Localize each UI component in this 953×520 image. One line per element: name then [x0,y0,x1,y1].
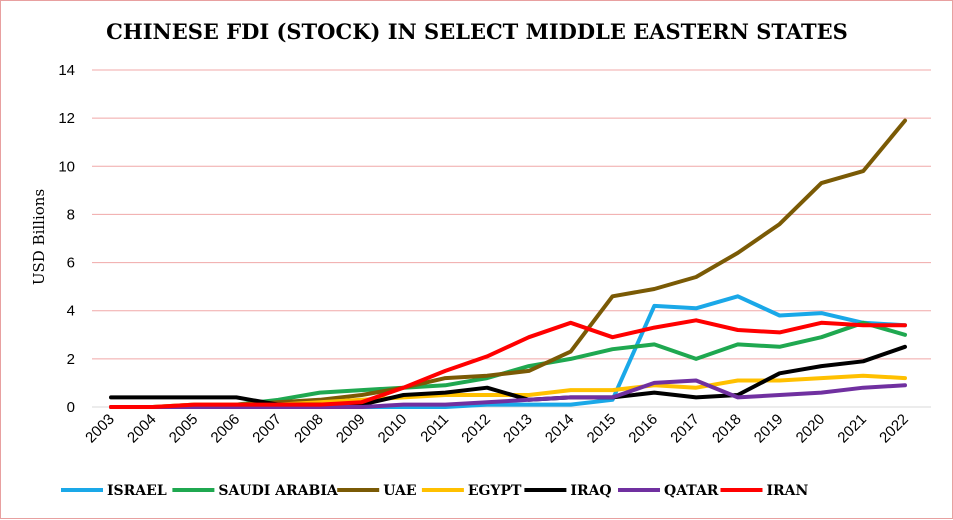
x-tick-label: 2016 [625,411,661,447]
x-tick-label: 2004 [124,411,160,447]
y-axis-label: USD Billions [30,189,48,285]
x-tick-label: 2021 [834,411,870,447]
legend: ISRAEL SAUDI ARABIA UAE EGYPT IRAQ QATAR IRAN [61,483,809,499]
grid-layer [92,69,931,408]
legend-item: SAUDI ARABIA [172,483,339,499]
x-tick-label: 2006 [208,411,244,447]
legend-item: QATAR [618,483,719,499]
legend-item: IRAQ [524,483,612,499]
legend-label: SAUDI ARABIA [218,483,338,499]
y-tick-label: 8 [67,206,75,223]
x-tick-label: 2007 [249,411,285,447]
x-tick-label: 2015 [584,411,620,447]
y-tick-label: 6 [67,255,75,272]
series-lines [109,118,907,409]
x-tick-label: 2017 [667,411,703,447]
x-tick-label: 2005 [166,411,202,447]
x-tick-label: 2009 [333,411,369,447]
legend-label: QATAR [664,483,719,499]
x-tick-labels: 2003 2004 2005 2006 2007 2008 2009 2010 2011 2012… [82,411,912,447]
y-tick-label: 2 [67,351,75,368]
series-line-israel [109,294,907,409]
y-tick-label: 12 [58,110,75,127]
y-tick-labels: 0 2 4 6 8 10 12 14 [58,62,75,416]
series-line-iran [109,318,907,409]
legend-item: UAE [337,483,417,499]
y-tick-label: 0 [67,399,75,416]
x-tick-label: 2022 [876,411,912,447]
chart-title: CHINESE FDI (STOCK) IN SELECT MIDDLE EAS… [106,19,848,44]
legend-item: IRAN [720,483,809,499]
x-tick-label: 2019 [751,411,787,447]
y-tick-label: 4 [67,303,75,320]
series-line-qatar [109,378,907,409]
x-tick-label: 2013 [500,411,536,447]
x-tick-label: 2008 [291,411,327,447]
legend-label: UAE [383,483,416,499]
x-tick-label: 2011 [417,411,452,446]
x-tick-label: 2020 [793,411,829,447]
x-tick-label: 2010 [375,411,411,447]
x-tick-label: 2003 [82,411,118,447]
series-line-uae [109,118,907,409]
x-tick-label: 2018 [709,411,745,447]
x-tick-label: 2012 [458,411,494,447]
y-tick-label: 14 [58,62,75,79]
legend-label: EGYPT [468,483,522,499]
legend-item: ISRAEL [61,483,167,499]
series-line-iraq [109,344,907,407]
x-tick-label: 2014 [542,411,578,447]
legend-item: EGYPT [421,483,522,499]
y-tick-label: 10 [58,158,75,175]
legend-label: IRAN [767,483,809,499]
legend-label: ISRAEL [107,483,167,499]
legend-label: IRAQ [570,483,611,499]
